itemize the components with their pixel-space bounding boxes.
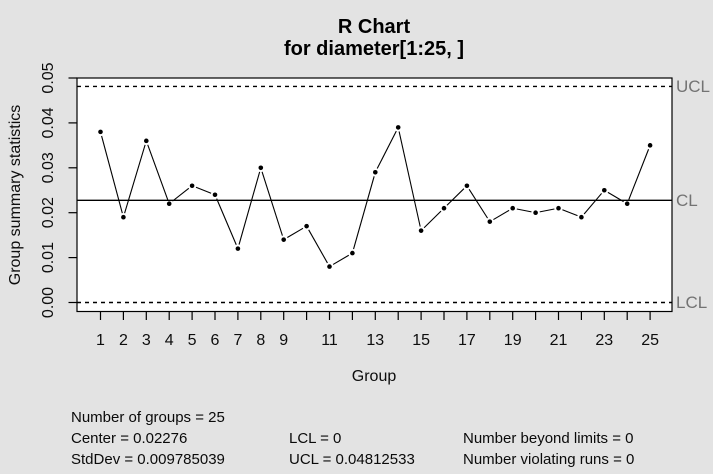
data-series xyxy=(98,125,653,269)
x-axis: 1 2 3 4 5 6 7 8 9 11 13 15 17 19 21 23 25 xyxy=(96,311,659,349)
data-point xyxy=(647,143,653,148)
series-segment xyxy=(628,149,650,201)
series-segment xyxy=(238,171,261,245)
data-point xyxy=(212,192,218,198)
series-segment xyxy=(607,191,624,203)
data-point xyxy=(533,210,538,215)
stat-ucl: UCL = 0.04812533 xyxy=(289,451,415,468)
control-limit-lines xyxy=(77,85,672,304)
series-segment xyxy=(353,176,375,250)
y-axis-title: Group summary statistics xyxy=(7,105,24,285)
x-tick-label: 17 xyxy=(458,332,476,349)
series-segment xyxy=(423,210,442,229)
lcl-label: LCL xyxy=(676,293,707,312)
data-point xyxy=(373,169,378,175)
series-segment xyxy=(583,193,602,215)
data-point xyxy=(235,246,241,251)
x-tick-label: 23 xyxy=(595,332,613,349)
series-segment xyxy=(539,208,555,213)
series-segment xyxy=(516,208,532,213)
series-segment xyxy=(147,144,169,200)
x-tick-label: 19 xyxy=(504,332,522,349)
data-point xyxy=(556,205,561,211)
data-point xyxy=(350,250,355,256)
series-segment xyxy=(101,135,123,214)
summary-stats: Number of groups = 25 Center = 0.02276 S… xyxy=(71,409,634,468)
y-tick-label: 0.00 xyxy=(40,287,57,318)
y-axis: 0.00 0.01 0.02 0.03 0.04 0.05 xyxy=(40,62,77,318)
x-tick-label: 5 xyxy=(188,332,197,349)
center-line-label: CL xyxy=(676,191,698,210)
stat-violating-runs: Number violating runs = 0 xyxy=(463,451,634,468)
x-tick-label: 4 xyxy=(165,332,174,349)
x-tick-label: 9 xyxy=(279,332,288,349)
data-point xyxy=(327,264,332,269)
data-point xyxy=(464,183,470,189)
stat-number-of-groups: Number of groups = 25 xyxy=(71,409,225,426)
y-tick-label: 0.04 xyxy=(40,107,57,138)
data-point xyxy=(487,219,493,224)
data-point xyxy=(395,125,401,130)
series-segment xyxy=(376,130,397,169)
data-point xyxy=(510,205,515,211)
data-point xyxy=(418,228,424,233)
series-segment xyxy=(398,131,421,227)
series-segment xyxy=(332,254,350,265)
ucl-label: UCL xyxy=(676,77,710,96)
x-tick-label: 7 xyxy=(233,332,242,349)
chart-title: R Chart xyxy=(338,16,411,38)
series-segment xyxy=(195,186,212,194)
stat-center: Center = 0.02276 xyxy=(71,430,187,447)
x-tick-label: 11 xyxy=(321,332,338,349)
y-tick-label: 0.02 xyxy=(40,197,57,228)
x-tick-label: 2 xyxy=(119,332,128,349)
data-point xyxy=(98,129,103,135)
series-segment xyxy=(261,171,283,236)
series-segment xyxy=(308,229,328,264)
data-point xyxy=(624,201,630,207)
x-tick-label: 3 xyxy=(142,332,151,349)
data-point xyxy=(441,205,447,211)
x-tick-label: 21 xyxy=(550,332,568,349)
series-segment xyxy=(287,227,304,238)
x-tick-label: 6 xyxy=(211,332,220,349)
y-tick-label: 0.03 xyxy=(40,152,57,183)
data-point xyxy=(189,183,195,189)
data-point xyxy=(166,201,172,207)
stat-beyond-limits: Number beyond limits = 0 xyxy=(463,430,634,447)
series-segment xyxy=(216,198,237,245)
data-point xyxy=(121,214,126,220)
data-point xyxy=(281,237,287,242)
series-segment xyxy=(172,187,190,202)
data-point xyxy=(144,138,149,144)
x-axis-title: Group xyxy=(352,368,397,385)
plot-area-background xyxy=(77,78,672,312)
series-segment xyxy=(468,189,489,219)
plot-border xyxy=(76,77,673,313)
series-segment xyxy=(446,188,465,206)
data-point xyxy=(258,165,264,171)
y-tick-label: 0.01 xyxy=(40,242,57,273)
series-segment xyxy=(124,144,146,214)
x-tick-label: 25 xyxy=(641,332,659,349)
x-tick-label: 15 xyxy=(412,332,430,349)
series-segment xyxy=(493,209,510,221)
y-tick-label: 0.05 xyxy=(40,62,57,93)
x-tick-label: 13 xyxy=(366,332,384,349)
data-point xyxy=(602,187,607,193)
chart-subtitle: for diameter[1:25, ] xyxy=(284,38,464,60)
x-tick-label: 1 xyxy=(96,332,105,349)
stat-lcl: LCL = 0 xyxy=(289,430,341,447)
data-point xyxy=(579,214,584,220)
x-tick-label: 8 xyxy=(256,332,265,349)
data-point xyxy=(304,223,309,229)
series-segment xyxy=(562,209,578,217)
stat-stddev: StdDev = 0.009785039 xyxy=(71,451,225,468)
